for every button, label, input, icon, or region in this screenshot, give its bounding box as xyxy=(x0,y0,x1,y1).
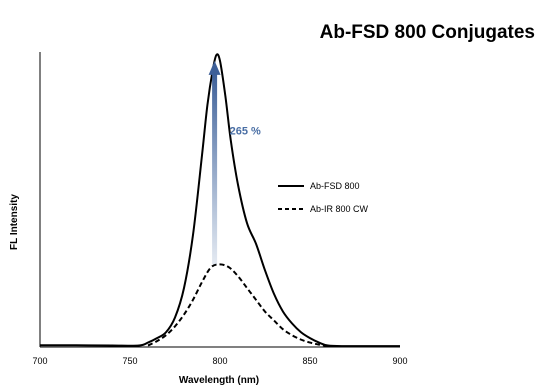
legend-label-ab-fsd-800: Ab-FSD 800 xyxy=(310,181,360,191)
series-line-1 xyxy=(147,263,329,348)
increase-arrow-head xyxy=(208,60,221,75)
chart-title: Ab-FSD 800 Conjugates xyxy=(320,22,535,43)
series-layer xyxy=(39,53,400,348)
y-axis-label: FL Intensity xyxy=(9,194,20,250)
x-axis-label: Wavelength (nm) xyxy=(179,375,259,386)
legend: Ab-FSD 800 Ab-IR 800 CW xyxy=(278,181,369,214)
x-tick-label: 800 xyxy=(212,356,227,366)
increase-label: 265 % xyxy=(230,126,261,138)
x-tick-label: 850 xyxy=(302,356,317,366)
x-tick-label: 700 xyxy=(32,356,47,366)
legend-label-ab-ir-800-cw: Ab-IR 800 CW xyxy=(310,204,369,214)
increase-arrow-shaft xyxy=(212,72,218,265)
x-ticks: 700 750 800 850 900 xyxy=(32,356,407,366)
series-line-0 xyxy=(39,53,400,348)
x-tick-label: 750 xyxy=(122,356,137,366)
x-tick-label: 900 xyxy=(392,356,407,366)
annotation: 265 % xyxy=(208,60,261,265)
